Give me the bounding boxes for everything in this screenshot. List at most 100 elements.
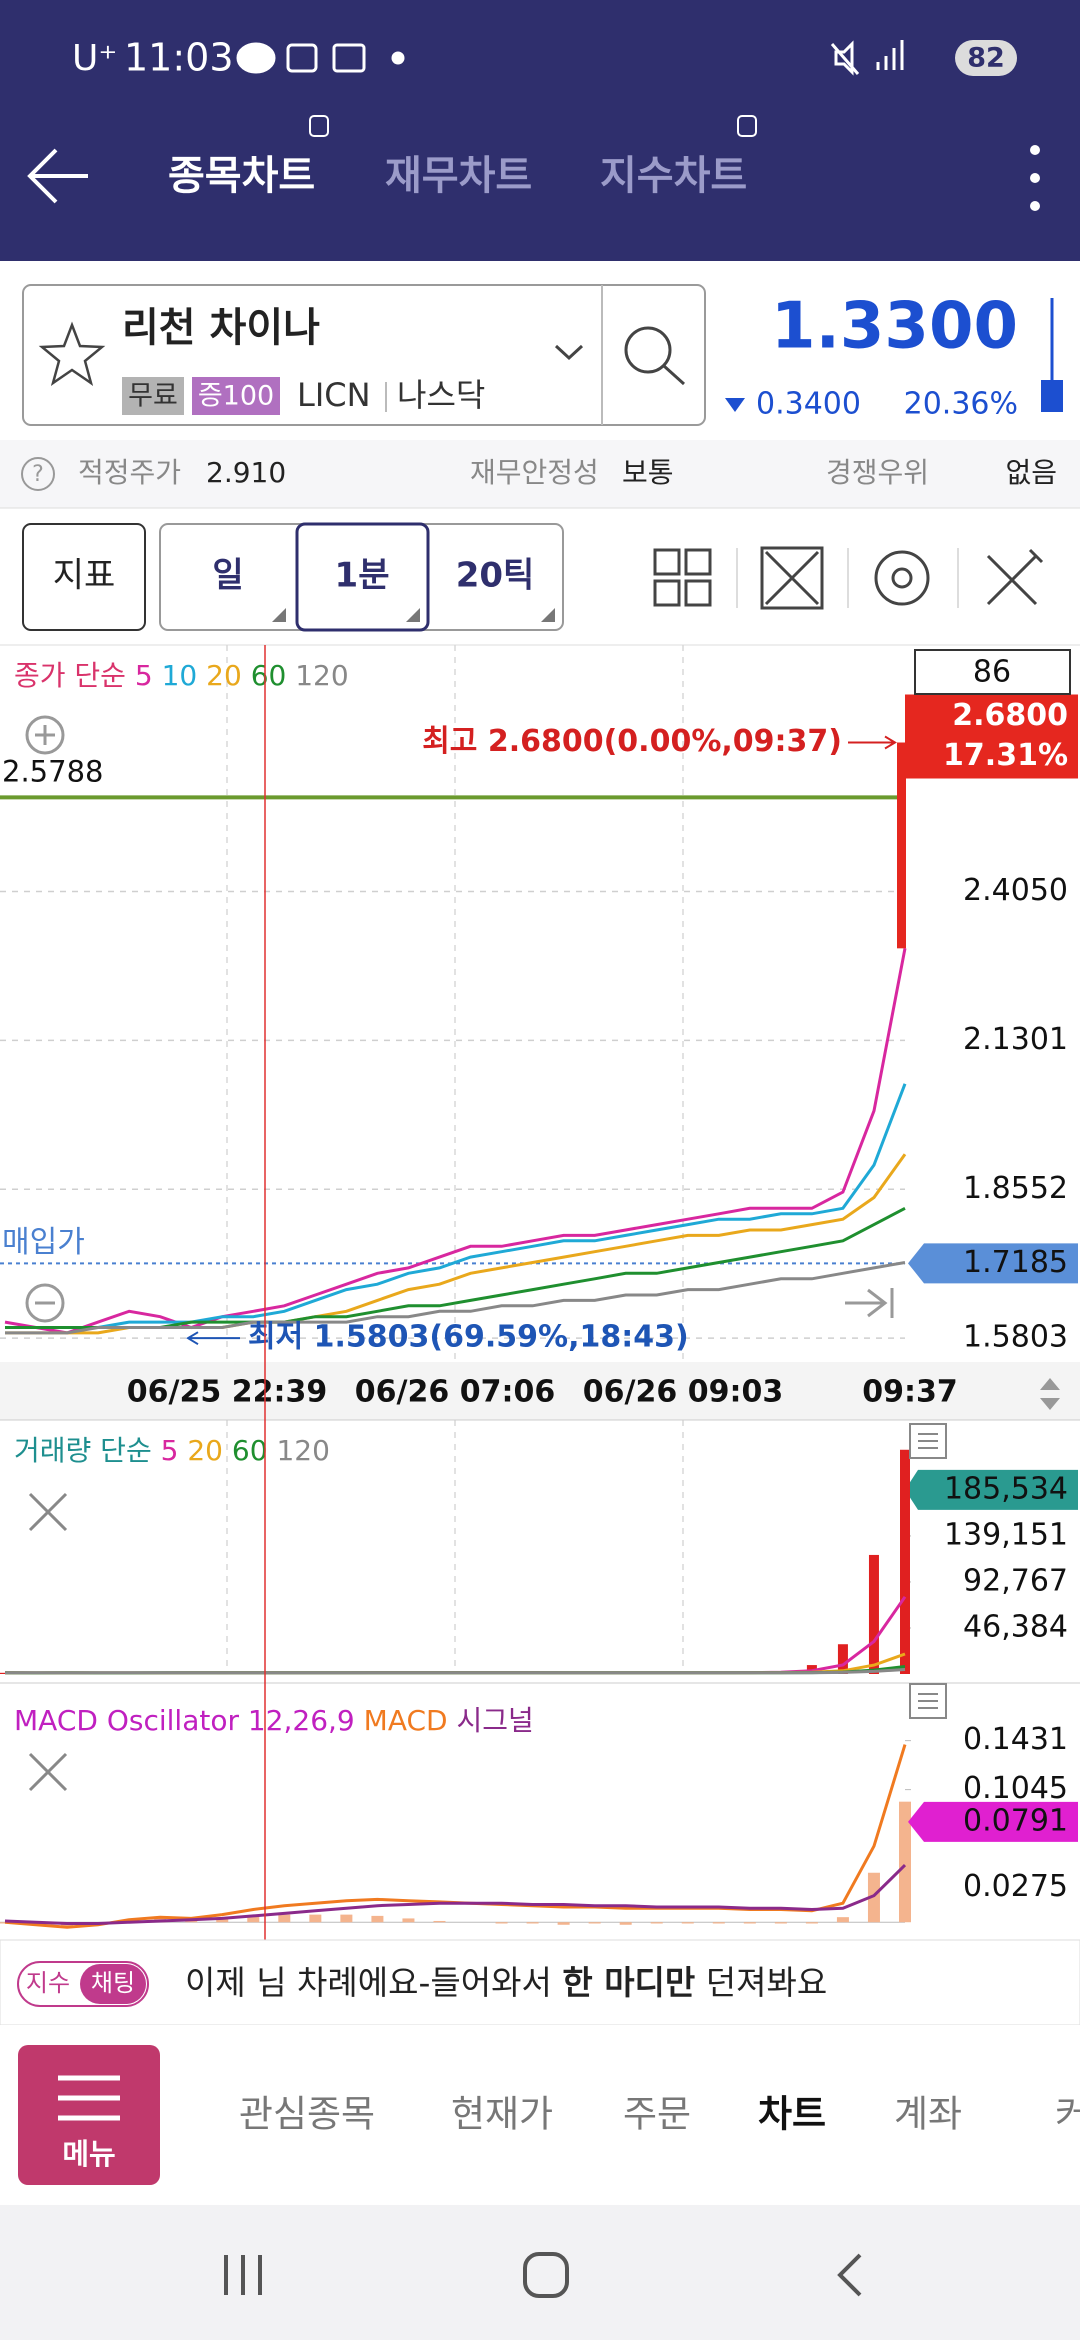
tab[interactable]: 종목차트 [168,153,315,199]
clock: 11:03 [124,36,234,80]
volume-bar [868,1554,879,1674]
nav-item[interactable]: 주문 [623,2093,691,2136]
price-change: 0.3400 [756,387,861,422]
series-line [5,1083,907,1329]
app-header [0,0,1080,261]
chart-area [0,645,1080,1940]
oscillator-bar [216,1918,229,1923]
system-buttons[interactable] [224,2252,862,2298]
menu-icon [58,2075,120,2121]
oscillator-bar [805,1922,818,1924]
period-button[interactable]: 20틱 [456,556,535,596]
high-pct: 17.31% [943,738,1068,773]
legend-title: 거래량 단순 [14,1434,152,1467]
info-value: 보통 [622,456,674,489]
dropdown-chevron[interactable] [554,344,584,361]
legend: MACD Oscillator 12,26,9 MACD 시그널 [14,1704,534,1737]
nav-item[interactable]: 현재가 [451,2093,553,2136]
oscillator-bar [402,1918,415,1923]
period-selected[interactable] [295,522,430,632]
oscillator-bar [526,1922,539,1924]
y-tick-label: 2.1301 [963,1022,1068,1057]
exchange: 나스닥 [397,376,485,414]
high-label: 2.6800 [952,698,1068,733]
indicator-button[interactable] [22,523,146,631]
y-tick-label: 2.4050 [963,873,1068,908]
series-line [5,1668,906,1675]
series-line [5,1261,906,1335]
nav-item[interactable]: 관심종목 [239,2093,375,2136]
help-icon-text: ? [32,462,44,487]
high-arrow [848,735,897,750]
legend-entry: 20 [187,1434,223,1467]
current-volume-box [905,1469,1078,1510]
nav-item[interactable]: 차트 [758,2093,826,2136]
oscillator-bar [588,1922,601,1924]
favorite-star[interactable] [38,321,106,386]
oscillator-bar [309,1914,322,1923]
current-price: 1.3300 [771,290,1018,364]
stock-name: 리천 차이나 [122,305,320,351]
axis-scroll[interactable] [1040,1378,1060,1410]
legend: 종가 단순 5 10 20 60 120 [14,659,349,692]
pane-controls[interactable] [28,1423,947,1792]
y-tick-label: 1.8552 [963,1171,1068,1206]
oscillator-bar [650,1922,663,1924]
oscillator-bar [712,1922,725,1924]
period-button[interactable]: 일 [212,556,243,596]
tab[interactable]: 재무차트 [385,153,532,199]
legend-space [268,1434,277,1467]
oscillator-bar [619,1922,632,1925]
more-button[interactable] [1030,145,1040,211]
low-annotation: 최저 1.5803(69.59%,18:43) [248,1320,689,1355]
chat-bar[interactable] [0,1939,1080,2026]
y-tick-label: 0.1431 [963,1722,1068,1757]
down-arrow [725,398,745,412]
search-button[interactable] [624,326,686,386]
legend-entry: 120 [276,1434,329,1467]
tool-icons[interactable] [653,546,1044,610]
legend-title: MACD Oscillator 12,26,9 [14,1704,355,1737]
battery [955,40,1017,76]
zoom-buttons[interactable] [25,715,894,1323]
high-annotation: 최고 2.6800(0.00%,09:37) [422,724,842,759]
charts: 종가 단순 5 10 20 60 120 2.4050 2.1301 1.8552 1.… [0,649,1078,1929]
menu-label: 메뉴 [62,2137,115,2171]
status-icons [236,40,904,76]
price-bar [1041,380,1063,412]
count-label: 86 [973,655,1011,690]
legend-entry: 20 [206,659,242,692]
period-button[interactable]: 1분 [335,556,390,596]
info-label: 적정주가 [78,456,181,489]
legend-entry: 10 [162,659,198,692]
high-candle [897,742,906,949]
badge-text: 무료 [128,381,178,412]
y-tick-label: 0.0275 [963,1869,1068,1904]
stock-selector[interactable] [22,284,706,426]
back-button[interactable] [27,148,88,204]
oscillator-bar [433,1920,446,1923]
info-row [0,440,1080,508]
y-tick-label: 46,384 [963,1609,1068,1644]
menu-button[interactable] [18,2045,160,2185]
oscillator-bar [899,1801,911,1923]
volume-bar [900,1449,910,1674]
info-label: 재무안정성 [470,456,599,489]
chat-tag: 채팅 [91,1969,135,1997]
help-icon[interactable] [21,457,55,491]
legend-entry: 5 [161,1434,179,1467]
legend-space [178,1434,187,1467]
legend-entry: 시그널 [457,1704,534,1737]
y-tick-label: 0.1045 [963,1771,1068,1806]
reference-label: 2.5788 [2,754,103,788]
nav-item[interactable]: 커 [1055,2093,1080,2136]
legend-entry: 60 [232,1434,268,1467]
oscillator-bar [340,1914,353,1923]
legend-entry: 5 [135,659,153,692]
nav-item[interactable]: 계좌 [894,2093,962,2136]
y-tick-label: 92,767 [963,1563,1068,1598]
tab[interactable]: 지수차트 [600,153,747,199]
legend-space [126,659,135,692]
chat-text-bold: 한 마디만 [562,1963,695,2002]
carrier: U⁺ [72,38,117,79]
